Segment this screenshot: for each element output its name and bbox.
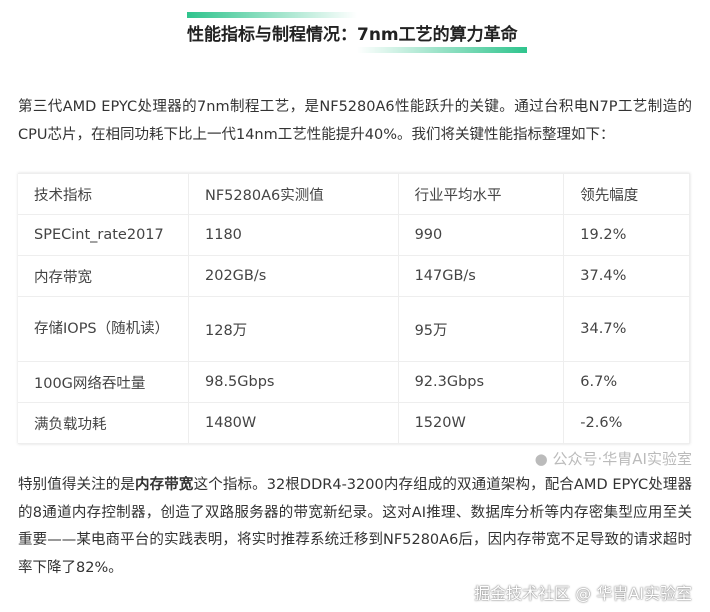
table-cell: 6.7% (563, 361, 690, 403)
body-paragraph: 特别值得关注的是内存带宽这个指标。32根DDR4-3200内存组成的双通道架构，… (18, 472, 692, 582)
text: 这个指标。32根DDR4-3200内存组成的双通道架构，配合AMD EPYC处理… (18, 477, 693, 576)
header-cell: 技术指标 (18, 173, 189, 215)
table-cell: 98.5Gbps (188, 361, 399, 403)
table-cell: 1180 (188, 214, 399, 256)
table-cell: 990 (397, 214, 565, 256)
table-cell: 19.2% (563, 214, 690, 256)
table-row: 100G网络吞吐量 98.5Gbps 92.3Gbps 6.7% (18, 361, 690, 403)
emphasis-text: 内存带宽 (135, 477, 194, 493)
table-cell: 147GB/s (397, 255, 565, 297)
watermark-wechat: ● 公众号·华胄AI实验室 (18, 448, 692, 470)
intro-paragraph: 第三代AMD EPYC处理器的7nm制程工艺，是NF5280A6性能跃升的关键。… (18, 99, 692, 143)
header-cell: 领先幅度 (563, 173, 690, 215)
table-cell: 37.4% (563, 255, 690, 297)
watermark-juejin: 掘金技术社区 @ 华胄AI实验室 (474, 584, 692, 603)
table-cell: 100G网络吞吐量 (18, 361, 189, 403)
text: 特别值得关注的是 (18, 477, 136, 493)
metrics-table: 技术指标 NF5280A6实测值 行业平均水平 领先幅度 SPECint_rat… (18, 173, 690, 444)
table-row: 存储IOPS（随机读） 128万 95万 34.7% (18, 296, 690, 362)
heading-accent-bar (187, 12, 357, 18)
table-cell: 满负载功耗 (18, 402, 189, 444)
heading-accent-bar (357, 47, 527, 53)
watermark-text: 公众号·华胄AI实验室 (552, 450, 692, 468)
section-heading: 性能指标与制程情况：7nm工艺的算力革命 (187, 10, 527, 54)
table-cell: 95万 (397, 296, 565, 362)
header-cell: NF5280A6实测值 (188, 173, 399, 215)
table-cell: 1480W (188, 402, 399, 444)
table-cell: 内存带宽 (18, 255, 189, 297)
table-cell: 202GB/s (188, 255, 399, 297)
table-row: 内存带宽 202GB/s 147GB/s 37.4% (18, 255, 690, 297)
table-cell: 128万 (188, 296, 399, 362)
table-cell: SPECint_rate2017 (18, 214, 189, 256)
table-cell: 92.3Gbps (397, 361, 565, 403)
table-cell: 1520W (397, 402, 565, 444)
header-cell: 行业平均水平 (397, 173, 565, 215)
table-row: 满负载功耗 1480W 1520W -2.6% (18, 402, 690, 444)
table-cell: -2.6% (563, 402, 690, 444)
page-title: 性能指标与制程情况：7nm工艺的算力革命 (187, 25, 518, 45)
wechat-icon: ● (534, 450, 548, 468)
table-cell: 34.7% (563, 296, 690, 362)
table-cell: 存储IOPS（随机读） (18, 296, 189, 362)
table-row: SPECint_rate2017 1180 990 19.2% (18, 214, 690, 256)
table-header-row: 技术指标 NF5280A6实测值 行业平均水平 领先幅度 (18, 173, 690, 215)
